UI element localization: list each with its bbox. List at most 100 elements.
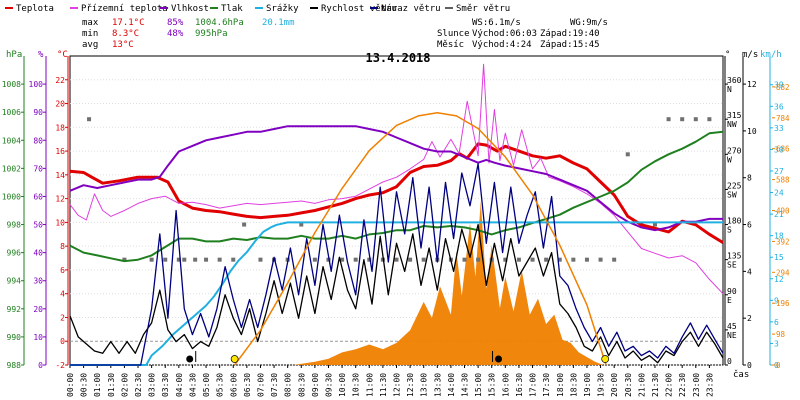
legend-label: Teplota bbox=[16, 4, 54, 14]
legend-label: Směr větru bbox=[456, 4, 510, 14]
x-tick-label: 17:00 bbox=[529, 373, 538, 397]
wind_ms-tick-label: 10 bbox=[747, 127, 757, 136]
x-tick-label: 22:00 bbox=[665, 373, 674, 397]
min-label: min bbox=[82, 29, 98, 39]
x-tick-label: 18:30 bbox=[569, 373, 578, 397]
unit-degc: °C bbox=[57, 50, 68, 60]
dir-tick-label: 0 bbox=[727, 357, 732, 366]
unit-pct: % bbox=[38, 50, 44, 60]
x-tick-label: 03:30 bbox=[161, 373, 170, 397]
wind_ms-tick-label: 2 bbox=[747, 314, 752, 323]
series-sluneční-záření bbox=[233, 112, 607, 366]
wind_kmh-tick-label: 30 bbox=[774, 145, 784, 154]
min-temp: 8.3°C bbox=[112, 29, 139, 39]
wind-wg: WG:9m/s bbox=[570, 18, 608, 28]
x-tick-label: 21:30 bbox=[651, 373, 660, 397]
pressure_hpa-tick-label: 988 bbox=[7, 361, 22, 370]
min-press: 995hPa bbox=[195, 29, 228, 39]
solar-tick-label: 196 bbox=[776, 299, 790, 308]
wind-dir-point bbox=[340, 257, 345, 262]
x-tick-label: 05:30 bbox=[216, 373, 225, 397]
sunset-marker bbox=[601, 355, 610, 363]
unit-time: čas bbox=[733, 369, 749, 380]
wind_ms-tick-label: 0 bbox=[747, 361, 752, 370]
x-tick-label: 10:30 bbox=[352, 373, 361, 397]
wind-dir-point bbox=[421, 257, 426, 262]
x-tick-label: 17:30 bbox=[542, 373, 551, 397]
legend-label: Tlak bbox=[221, 4, 243, 14]
dir-tick-label: S bbox=[727, 226, 732, 235]
wind-dir-point bbox=[217, 257, 222, 262]
wind_kmh-tick-label: 39 bbox=[774, 81, 784, 90]
pressure_hpa-tick-label: 994 bbox=[7, 277, 22, 286]
x-tick-label: 07:30 bbox=[270, 373, 279, 397]
wind-dir-point bbox=[476, 257, 481, 262]
temperature_c-tick-label: 18 bbox=[55, 123, 65, 132]
x-tick-label: 20:30 bbox=[624, 373, 633, 397]
pressure_hpa-tick-label: 1004 bbox=[2, 136, 21, 145]
legend-label: Srážky bbox=[266, 4, 299, 14]
legend-label: Vlhkost bbox=[171, 4, 209, 14]
wind-dir-point bbox=[571, 257, 576, 262]
wind_ms-tick-label: 4 bbox=[747, 267, 752, 276]
x-tick-label: 02:30 bbox=[134, 373, 143, 397]
dir-tick-label: NW bbox=[727, 120, 737, 129]
x-tick-label: 23:00 bbox=[692, 373, 701, 397]
solar-fill-area bbox=[293, 201, 604, 365]
wind-dir-point bbox=[584, 257, 589, 262]
temperature_c-tick-label: 20 bbox=[55, 100, 65, 109]
wind_kmh-tick-label: 36 bbox=[774, 102, 784, 111]
series-rychlost-větru bbox=[69, 223, 724, 364]
wind-ws: WS:6.1m/s bbox=[472, 18, 521, 28]
humidity_pct-tick-label: 0 bbox=[38, 361, 43, 370]
temperature_c-tick-label: 8 bbox=[60, 242, 65, 251]
x-tick-label: 16:00 bbox=[501, 373, 510, 397]
wind-dir-point bbox=[693, 117, 698, 122]
x-tick-label: 03:00 bbox=[148, 373, 157, 397]
wind-dir-point bbox=[680, 117, 685, 122]
humidity_pct-tick-label: 50 bbox=[33, 221, 43, 230]
max-label: max bbox=[82, 18, 99, 28]
x-tick-label: 00:30 bbox=[80, 373, 89, 397]
min-hum: 48% bbox=[167, 29, 184, 39]
x-tick-label: 01:00 bbox=[93, 373, 102, 397]
wind-dir-point bbox=[612, 257, 617, 262]
wind-dir-point bbox=[598, 257, 603, 262]
legend-label: Přízemní teplota bbox=[81, 4, 168, 14]
wind_kmh-tick-label: 9 bbox=[774, 296, 779, 305]
x-tick-label: 20:00 bbox=[610, 373, 619, 397]
humidity_pct-tick-label: 100 bbox=[29, 80, 44, 89]
legend-label: Náraz větru bbox=[381, 4, 441, 14]
series-náraz-větru bbox=[70, 163, 724, 366]
moonset-marker bbox=[495, 355, 503, 363]
wind_kmh-tick-label: 24 bbox=[774, 189, 784, 198]
x-tick-label: 16:30 bbox=[515, 373, 524, 397]
max-press: 1004.6hPa bbox=[195, 18, 244, 28]
sun-rise: Východ:06:03 bbox=[472, 29, 537, 39]
axis-units: hPa % °C ° m/s km/h čas bbox=[6, 50, 782, 380]
wind_ms-tick-label: 8 bbox=[747, 174, 752, 183]
wind-dir-point bbox=[87, 117, 92, 122]
max-hum: 85% bbox=[167, 18, 184, 28]
humidity_pct-tick-label: 60 bbox=[33, 192, 43, 201]
x-tick-label: 00:00 bbox=[66, 373, 75, 397]
info-panel: max 17.1°C 85% 1004.6hPa 20.1mm min 8.3°… bbox=[82, 18, 608, 65]
x-tick-label: 11:30 bbox=[379, 373, 388, 397]
humidity_pct-tick-label: 20 bbox=[33, 305, 43, 314]
sun-set: Západ:19:40 bbox=[540, 29, 600, 39]
series-vlhkost bbox=[69, 125, 723, 232]
x-tick-label: 11:00 bbox=[365, 373, 374, 397]
wind_kmh-tick-label: 15 bbox=[774, 253, 784, 262]
solar-tick-label: 98 bbox=[776, 330, 786, 339]
wind_kmh-tick-label: 18 bbox=[774, 232, 784, 241]
temperature_c-tick-label: 10 bbox=[55, 218, 65, 227]
dir-tick-label: 360 bbox=[727, 76, 742, 85]
solar-tick-label: 686 bbox=[776, 145, 790, 154]
plot-area bbox=[69, 63, 724, 366]
dir-tick-label: 45 bbox=[727, 322, 737, 331]
wind-dir-point bbox=[503, 257, 508, 262]
humidity_pct-tick-label: 80 bbox=[33, 136, 43, 145]
unit-deg: ° bbox=[725, 50, 730, 60]
